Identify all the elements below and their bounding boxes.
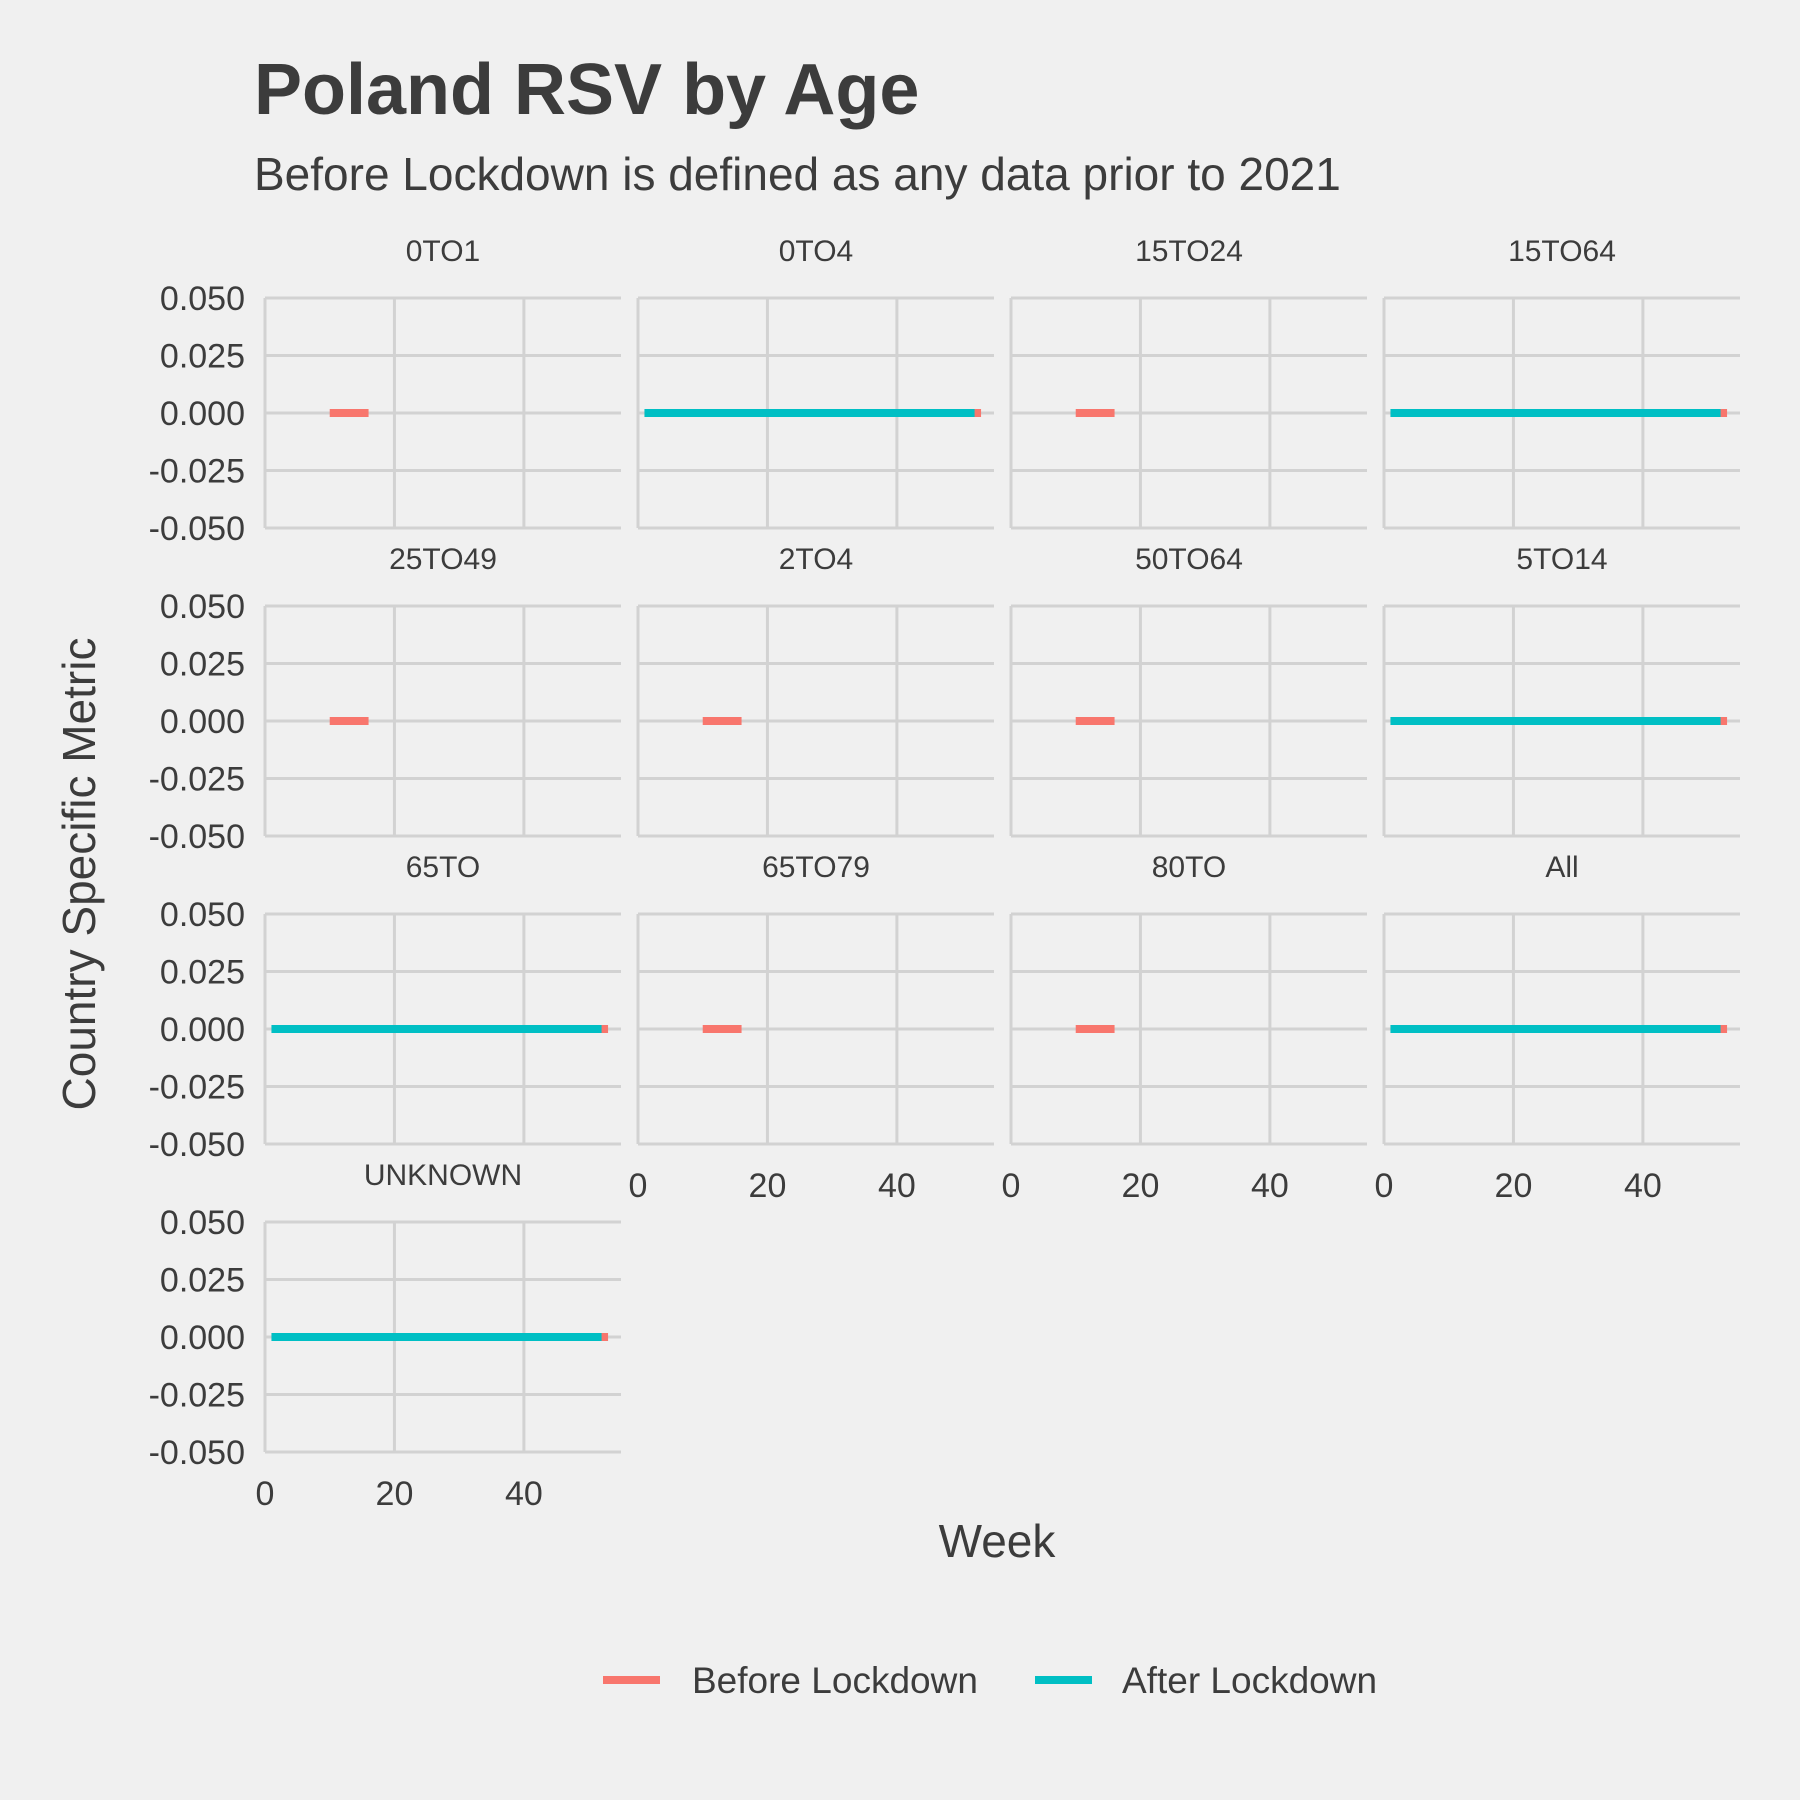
y-tick-label: 0.000: [160, 1011, 245, 1049]
facet-panel: 0TO1 -0.050 -0.025 0.000 0.025 0.050: [149, 235, 621, 548]
y-tick-label: 0.025: [160, 338, 245, 376]
facet-strip-label: 2TO4: [779, 543, 854, 576]
y-tick-label: -0.050: [149, 818, 245, 856]
facet-panels: 0TO1 -0.050 -0.025 0.000 0.025 0.050 0TO4 15TO2…: [149, 235, 1740, 1513]
y-tick-label: 0.000: [160, 395, 245, 433]
y-tick-label: -0.025: [149, 761, 245, 799]
facet-strip-label: 15TO64: [1508, 235, 1616, 268]
y-tick-label: 0.000: [160, 1319, 245, 1357]
y-tick-label: -0.025: [149, 453, 245, 491]
y-tick-label: -0.025: [149, 1377, 245, 1415]
y-tick-label: 0.050: [160, 1204, 245, 1242]
chart-subtitle: Before Lockdown is defined as any data p…: [254, 148, 1341, 200]
facet-panel: 0TO4: [636, 235, 994, 530]
y-tick-label: 0.025: [160, 646, 245, 684]
x-axis-title: Week: [939, 1515, 1057, 1567]
facet-strip-label: 0TO4: [779, 235, 854, 268]
y-tick-label: 0.050: [160, 588, 245, 626]
x-tick-label: 0: [1002, 1167, 1021, 1205]
legend: Before Lockdown After Lockdown: [603, 1660, 1377, 1701]
facet-strip-label: 50TO64: [1135, 543, 1243, 576]
facet-panel: 2TO4: [636, 543, 994, 838]
facet-panel: 80TO 0 20 40: [1002, 851, 1367, 1205]
facet-strip-label: 5TO14: [1516, 543, 1607, 576]
facet-panel: All 0 20 40: [1375, 851, 1740, 1205]
facet-strip-label: 0TO1: [406, 235, 481, 268]
facet-strip-label: 25TO49: [389, 543, 497, 576]
y-tick-label: 0.025: [160, 1262, 245, 1300]
legend-label: After Lockdown: [1122, 1660, 1377, 1701]
facet-panel: 5TO14: [1382, 543, 1740, 838]
legend-label: Before Lockdown: [692, 1660, 978, 1701]
facet-strip-label: 65TO79: [762, 851, 870, 884]
y-tick-label: 0.050: [160, 896, 245, 934]
y-tick-label: 0.000: [160, 703, 245, 741]
x-tick-label: 40: [878, 1167, 916, 1205]
chart-title: Poland RSV by Age: [254, 50, 919, 130]
y-tick-label: 0.025: [160, 954, 245, 992]
facet-panel: 50TO64: [1009, 543, 1367, 838]
x-tick-label: 20: [1122, 1167, 1160, 1205]
x-tick-label: 20: [1495, 1167, 1533, 1205]
facet-panel: 15TO64: [1382, 235, 1740, 530]
y-tick-label: -0.025: [149, 1069, 245, 1107]
y-tick-label: -0.050: [149, 1126, 245, 1164]
facet-panel: 25TO49 -0.050 -0.025 0.000 0.025 0.050: [149, 543, 621, 856]
x-tick-label: 0: [629, 1167, 648, 1205]
x-tick-label: 0: [256, 1475, 275, 1513]
x-tick-label: 20: [749, 1167, 787, 1205]
facet-strip-label: 15TO24: [1135, 235, 1243, 268]
x-tick-label: 40: [1624, 1167, 1662, 1205]
facet-panel: 15TO24: [1009, 235, 1367, 530]
y-tick-label: -0.050: [149, 1434, 245, 1472]
y-tick-label: -0.050: [149, 510, 245, 548]
x-tick-label: 20: [376, 1475, 414, 1513]
y-axis-title: Country Specific Metric: [53, 638, 105, 1111]
y-tick-label: 0.050: [160, 280, 245, 318]
facet-panel: UNKNOWN -0.050 -0.025 0.000 0.025 0.050 0 20 40: [149, 1159, 621, 1513]
x-tick-label: 40: [1251, 1167, 1289, 1205]
facet-strip-label: 80TO: [1152, 851, 1227, 884]
facet-strip-label: 65TO: [406, 851, 481, 884]
facet-panel: 65TO79 0 20 40: [629, 851, 994, 1205]
facet-panel: 65TO -0.050 -0.025 0.000 0.025 0.050: [149, 851, 621, 1164]
facet-strip-label: UNKNOWN: [364, 1159, 522, 1192]
facet-strip-label: All: [1545, 851, 1578, 884]
x-tick-label: 40: [505, 1475, 543, 1513]
x-tick-label: 0: [1375, 1167, 1394, 1205]
